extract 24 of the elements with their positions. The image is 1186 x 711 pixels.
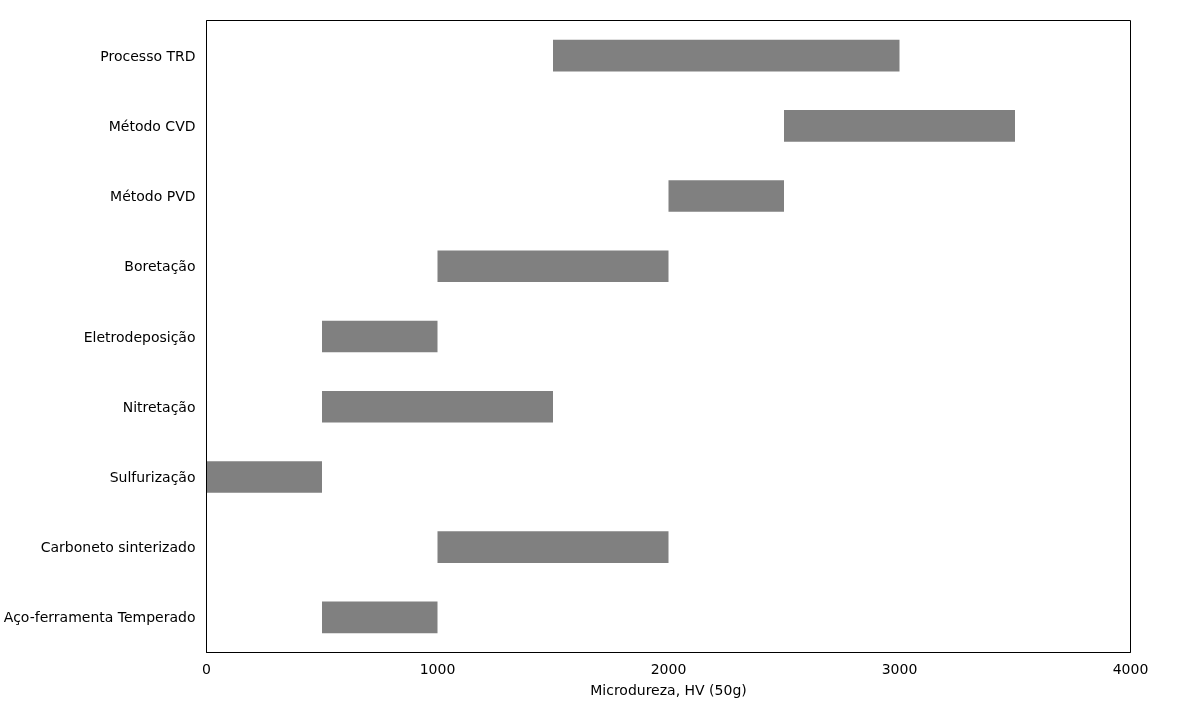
y-tick-label: Boretação	[124, 258, 196, 275]
y-tick-label: Nitretação	[122, 398, 196, 415]
bar	[437, 250, 669, 283]
bar	[553, 39, 900, 72]
bar	[437, 531, 669, 563]
bar	[322, 390, 553, 423]
bar	[322, 601, 438, 634]
x-tick-label: 3000	[881, 660, 918, 677]
x-tick-label: 0	[202, 660, 211, 677]
y-tick-label: Carboneto sinterizado	[40, 539, 196, 556]
bar	[668, 180, 784, 212]
y-tick-label: Método PVD	[110, 188, 196, 205]
y-tick-label: Eletrodeposição	[83, 328, 196, 345]
x-tick-label: 4000	[1112, 660, 1149, 677]
bar	[322, 320, 438, 353]
x-axis-title: Microdureza, HV (50g)	[590, 681, 747, 698]
x-tick-label: 2000	[650, 660, 687, 677]
x-tick-label: 1000	[419, 660, 456, 677]
y-tick-label: Processo TRD	[100, 47, 196, 64]
y-tick-label: Sulfurização	[109, 468, 196, 485]
y-tick-label: Método CVD	[108, 117, 196, 134]
bar	[784, 110, 1015, 142]
y-tick-label: Aço-ferramenta Temperado	[3, 609, 196, 626]
bar	[206, 461, 322, 493]
